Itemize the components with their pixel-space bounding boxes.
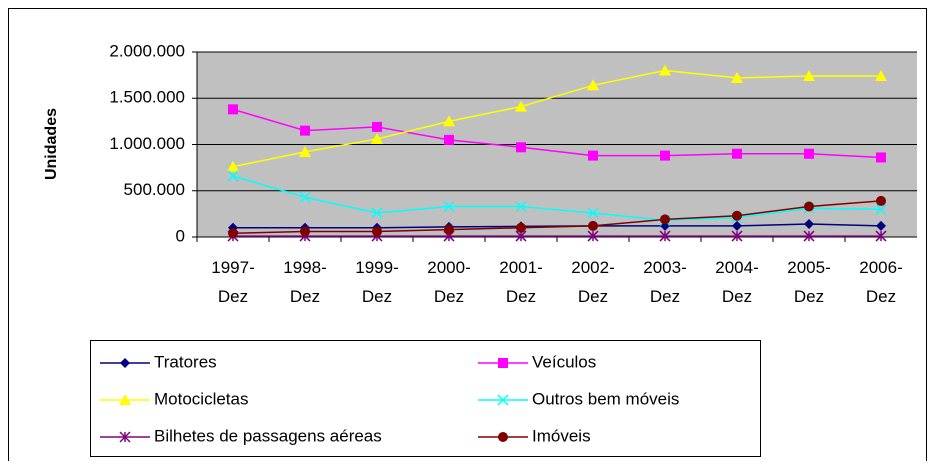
marker bbox=[371, 132, 383, 144]
marker bbox=[516, 142, 526, 153]
marker bbox=[732, 210, 742, 221]
x-tick-label: 2006-Dez bbox=[859, 258, 902, 306]
marker bbox=[372, 121, 382, 132]
x-tick-label: 2000-Dez bbox=[427, 258, 470, 306]
marker bbox=[515, 100, 527, 112]
legend-label: Bilhetes de passagens aéreas bbox=[154, 426, 382, 445]
x-tick-label: 2001-Dez bbox=[499, 258, 542, 306]
series-line bbox=[232, 69, 881, 168]
marker bbox=[498, 358, 508, 368]
x-tick-label: 1997-Dez bbox=[211, 258, 254, 306]
marker bbox=[731, 71, 743, 83]
y-tick-label: 500.000 bbox=[124, 180, 185, 199]
x-tick-label: 2005-Dez bbox=[787, 258, 830, 306]
marker bbox=[444, 134, 454, 145]
marker bbox=[659, 230, 671, 242]
marker bbox=[660, 214, 670, 225]
marker bbox=[587, 79, 599, 91]
marker bbox=[497, 394, 509, 406]
marker bbox=[875, 70, 887, 82]
marker bbox=[876, 220, 886, 231]
x-tick-label: 1999-Dez bbox=[355, 258, 398, 306]
marker bbox=[120, 358, 130, 368]
x-tick-label: 2003-Dez bbox=[643, 258, 686, 306]
marker bbox=[587, 207, 599, 219]
marker bbox=[875, 230, 887, 242]
y-axis-label: Unidades bbox=[43, 108, 60, 180]
marker bbox=[299, 145, 311, 157]
marker bbox=[803, 230, 815, 242]
legend-label: Veículos bbox=[532, 352, 596, 371]
y-tick-label: 0 bbox=[176, 226, 185, 245]
marker bbox=[372, 226, 382, 237]
marker bbox=[228, 104, 238, 115]
marker bbox=[660, 150, 670, 161]
marker bbox=[804, 201, 814, 212]
y-tick-label: 1.500.000 bbox=[109, 88, 185, 107]
marker bbox=[371, 207, 383, 219]
legend-box bbox=[90, 340, 761, 457]
series-line bbox=[232, 108, 882, 159]
marker bbox=[300, 125, 310, 136]
legend-label: Outros bem móveis bbox=[532, 389, 679, 408]
marker bbox=[228, 228, 238, 239]
marker bbox=[119, 431, 131, 443]
x-tick-label: 2002-Dez bbox=[571, 258, 614, 306]
marker bbox=[659, 64, 671, 76]
y-tick-label: 2.000.000 bbox=[109, 41, 185, 60]
marker bbox=[588, 150, 598, 161]
series-line bbox=[232, 175, 882, 222]
marker bbox=[119, 394, 131, 405]
marker bbox=[444, 224, 454, 235]
marker bbox=[443, 200, 455, 213]
marker bbox=[731, 230, 743, 242]
marker bbox=[876, 195, 886, 206]
marker bbox=[299, 191, 311, 203]
legend-label: Imóveis bbox=[532, 426, 591, 445]
marker bbox=[227, 170, 239, 182]
marker bbox=[732, 220, 742, 231]
legend-label: Motocicletas bbox=[154, 389, 248, 408]
x-tick-label: 1998-Dez bbox=[283, 258, 326, 306]
marker bbox=[732, 148, 742, 159]
marker bbox=[804, 148, 814, 159]
marker bbox=[804, 219, 814, 230]
marker bbox=[803, 70, 815, 82]
marker bbox=[300, 226, 310, 237]
marker bbox=[516, 222, 526, 233]
marker bbox=[498, 432, 508, 442]
marker bbox=[588, 220, 598, 231]
x-tick-label: 2004-Dez bbox=[715, 258, 758, 306]
series-line bbox=[232, 200, 882, 235]
marker bbox=[587, 230, 599, 242]
legend-label: Tratores bbox=[154, 352, 217, 371]
marker bbox=[515, 200, 527, 213]
marker bbox=[443, 115, 455, 127]
marker bbox=[875, 203, 887, 215]
y-tick-label: 1.000.000 bbox=[109, 134, 185, 153]
marker bbox=[876, 152, 886, 163]
marker bbox=[227, 160, 239, 172]
